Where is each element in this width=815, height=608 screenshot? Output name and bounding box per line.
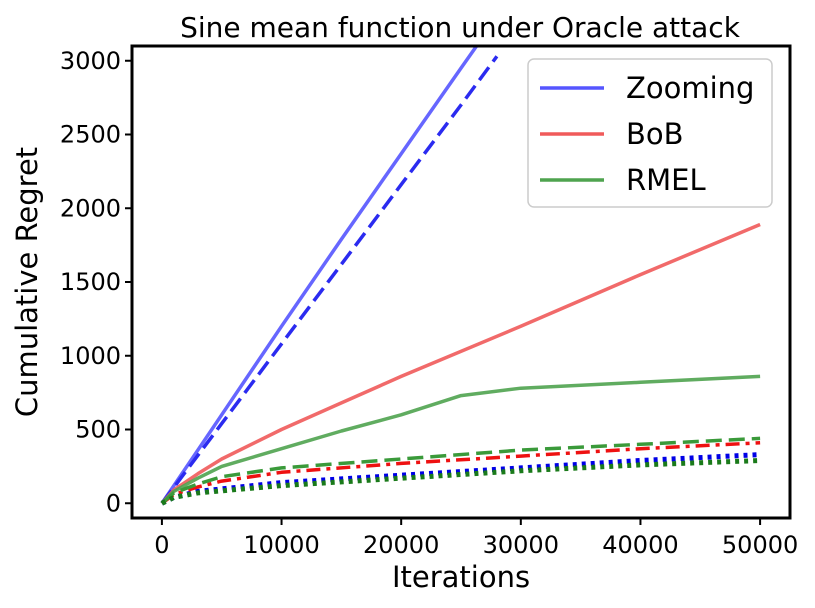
legend-label-rmel: RMEL xyxy=(626,163,706,197)
y-axis-label: Cumulative Regret xyxy=(10,147,44,417)
series-line-zooming-dotted xyxy=(160,452,761,506)
y-tick-label: 3000 xyxy=(60,47,121,75)
series-line-rmel-dotted xyxy=(160,458,761,506)
series-line-bob xyxy=(160,222,761,505)
series-line-bob-dashdot xyxy=(160,441,761,505)
x-tick-label: 50000 xyxy=(722,531,798,559)
x-tick-label: 0 xyxy=(154,531,169,559)
x-tick-label: 20000 xyxy=(363,531,439,559)
y-tick-label: 500 xyxy=(75,416,121,444)
y-tick-label: 2000 xyxy=(60,194,121,222)
y-tick-label: 0 xyxy=(106,489,121,517)
chart-title: Sine mean function under Oracle attack xyxy=(180,11,741,44)
legend: Zooming BoB RMEL xyxy=(527,58,773,208)
legend-label-bob: BoB xyxy=(626,117,684,151)
series-line-zooming xyxy=(160,46,479,505)
series-line-zooming-dashed xyxy=(160,55,499,505)
plot-area xyxy=(160,46,761,506)
legend-label-zooming: Zooming xyxy=(626,71,754,105)
x-tick-label: 10000 xyxy=(243,531,319,559)
y-axis: 0 500 1000 1500 2000 2500 3000 xyxy=(60,47,132,517)
series-line-rmel-dashed xyxy=(160,436,761,505)
y-tick-label: 2500 xyxy=(60,121,121,149)
y-tick-label: 1500 xyxy=(60,268,121,296)
x-axis: 0 10000 20000 30000 40000 50000 xyxy=(154,518,798,559)
x-tick-label: 30000 xyxy=(483,531,559,559)
x-tick-label: 40000 xyxy=(602,531,678,559)
series-line-rmel xyxy=(160,374,761,505)
legend-box xyxy=(527,58,773,208)
x-axis-label: Iterations xyxy=(392,560,530,594)
y-tick-label: 1000 xyxy=(60,342,121,370)
